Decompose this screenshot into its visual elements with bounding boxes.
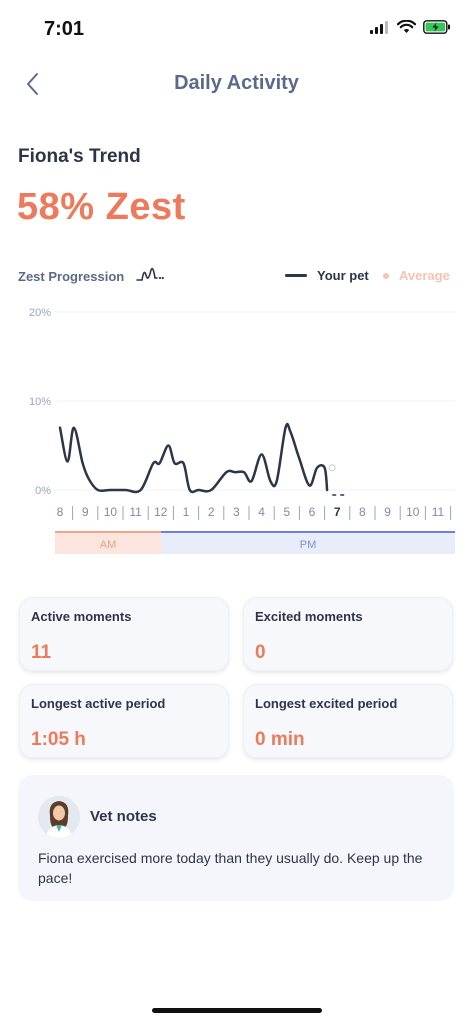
- y-tick-label: 0%: [35, 485, 51, 497]
- vet-avatar: [38, 796, 80, 838]
- zest-value: 58% Zest: [17, 186, 186, 228]
- home-indicator[interactable]: [152, 1008, 322, 1013]
- stat-card-longest-excited-period: Longest excited period 0 min: [243, 684, 453, 758]
- legend-dot-swatch: [383, 272, 389, 279]
- stat-value: 0: [255, 642, 266, 663]
- am-period: AM: [55, 531, 161, 554]
- status-time: 7:01: [44, 18, 85, 40]
- stat-card-active-moments: Active moments 11: [19, 597, 229, 671]
- stat-label: Active moments: [31, 609, 132, 624]
- vet-portrait-icon: [38, 796, 80, 838]
- pm-period: PM: [161, 531, 455, 554]
- series-line-your-pet: [58, 422, 329, 494]
- trend-title: Fiona's Trend: [18, 146, 141, 167]
- x-tick-label: 8: [57, 505, 64, 519]
- x-tick-label: 5: [283, 505, 290, 519]
- pulse-icon: [136, 267, 164, 281]
- x-tick-label: 1: [183, 505, 190, 519]
- stat-card-longest-active-period: Longest active period 1:05 h: [19, 684, 229, 758]
- legend-average: Average: [383, 268, 450, 283]
- average-point: [328, 464, 336, 472]
- legend-your-pet-label: Your pet: [317, 268, 369, 283]
- stat-label: Longest active period: [31, 696, 166, 711]
- vet-notes-text: Fiona exercised more today than they usu…: [38, 850, 423, 886]
- back-button[interactable]: [22, 70, 44, 98]
- x-tick-label: 7: [334, 505, 341, 519]
- stat-label: Excited moments: [255, 609, 363, 624]
- x-tick-label: 2: [208, 505, 215, 519]
- x-tick-label: 4: [258, 505, 265, 519]
- y-tick-label: 10%: [29, 396, 51, 408]
- stat-value: 0 min: [255, 729, 305, 750]
- legend-your-pet: Your pet: [285, 268, 369, 283]
- legend-average-label: Average: [399, 268, 450, 283]
- x-tick-label: 11: [432, 505, 445, 519]
- zest-progression-label: Zest Progression: [18, 269, 125, 284]
- x-tick-label: 10: [406, 505, 420, 519]
- zest-chart[interactable]: 0%10%20%8 9 10 11 12 1 2 3 4 5 6 7 8 9 10 11: [0, 300, 473, 530]
- signal-icon: [370, 20, 388, 34]
- vet-notes-card: [18, 775, 454, 901]
- page-title: Daily Activity: [174, 72, 299, 94]
- x-tick-label: 9: [384, 505, 391, 519]
- vet-notes-title: Vet notes: [90, 808, 157, 825]
- battery-icon: [423, 20, 450, 34]
- x-tick-label: 8: [359, 505, 366, 519]
- x-tick-label: 12: [154, 505, 168, 519]
- x-tick-label: 11: [129, 505, 142, 519]
- stat-value: 11: [31, 642, 52, 663]
- x-tick-label: 3: [233, 505, 240, 519]
- status-icons: [370, 20, 451, 34]
- x-tick-label: 6: [309, 505, 316, 519]
- stat-value: 1:05 h: [31, 729, 86, 750]
- legend-line-swatch: [285, 274, 307, 277]
- y-tick-label: 20%: [29, 307, 51, 319]
- x-tick-label: 9: [82, 505, 89, 519]
- x-tick-label: 10: [104, 505, 118, 519]
- stat-label: Longest excited period: [255, 696, 398, 711]
- wifi-icon: [397, 20, 416, 33]
- stat-card-excited-moments: Excited moments 0: [243, 597, 453, 671]
